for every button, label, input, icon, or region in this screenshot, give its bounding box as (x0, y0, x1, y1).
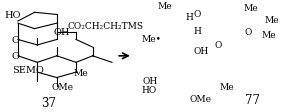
Text: HO: HO (4, 11, 21, 20)
Text: OMe: OMe (51, 82, 73, 91)
Text: CO₂CH₂CH₂TMS: CO₂CH₂CH₂TMS (68, 22, 144, 31)
Text: HO: HO (141, 85, 156, 94)
Text: H: H (185, 13, 193, 22)
Text: Me: Me (264, 16, 279, 25)
Text: H: H (194, 27, 201, 36)
Text: Me: Me (243, 4, 258, 13)
Text: Me: Me (261, 30, 276, 39)
Text: O: O (11, 36, 19, 45)
Text: O: O (194, 10, 201, 19)
Text: O: O (214, 41, 222, 50)
Text: O: O (245, 28, 252, 37)
Text: 77: 77 (245, 93, 260, 106)
Text: 37: 37 (42, 96, 57, 109)
Text: Me: Me (220, 82, 235, 91)
Text: Me: Me (158, 2, 172, 11)
Text: Me: Me (73, 68, 88, 77)
Text: Me•: Me• (141, 35, 161, 43)
Text: SEMO: SEMO (12, 66, 44, 75)
Text: O: O (11, 52, 19, 61)
Text: OMe: OMe (189, 94, 211, 103)
Text: OH: OH (54, 28, 70, 37)
Text: OH: OH (142, 77, 158, 86)
Text: OH: OH (194, 46, 209, 55)
